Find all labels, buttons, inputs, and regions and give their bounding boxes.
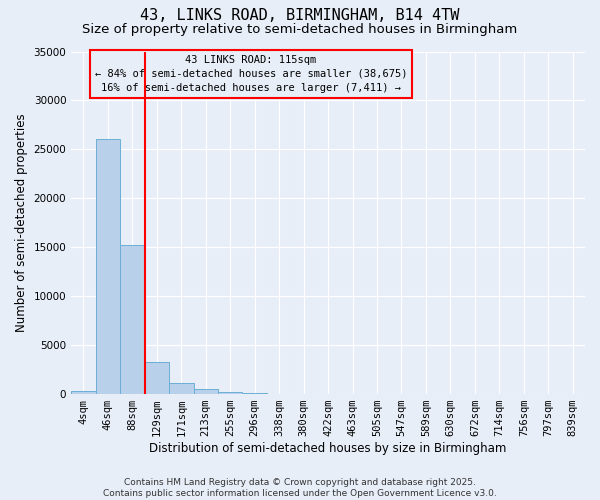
Bar	[242, 393, 267, 394]
Bar	[169, 384, 194, 394]
Text: 43, LINKS ROAD, BIRMINGHAM, B14 4TW: 43, LINKS ROAD, BIRMINGHAM, B14 4TW	[140, 8, 460, 22]
Bar	[194, 389, 218, 394]
Bar	[95, 138, 120, 394]
Text: 43 LINKS ROAD: 115sqm
← 84% of semi-detached houses are smaller (38,675)
16% of : 43 LINKS ROAD: 115sqm ← 84% of semi-deta…	[95, 55, 407, 93]
Bar	[145, 362, 169, 394]
Y-axis label: Number of semi-detached properties: Number of semi-detached properties	[15, 114, 28, 332]
Bar	[218, 392, 242, 394]
X-axis label: Distribution of semi-detached houses by size in Birmingham: Distribution of semi-detached houses by …	[149, 442, 507, 455]
Text: Contains HM Land Registry data © Crown copyright and database right 2025.
Contai: Contains HM Land Registry data © Crown c…	[103, 478, 497, 498]
Bar	[71, 391, 95, 394]
Text: Size of property relative to semi-detached houses in Birmingham: Size of property relative to semi-detach…	[82, 22, 518, 36]
Bar	[120, 246, 145, 394]
